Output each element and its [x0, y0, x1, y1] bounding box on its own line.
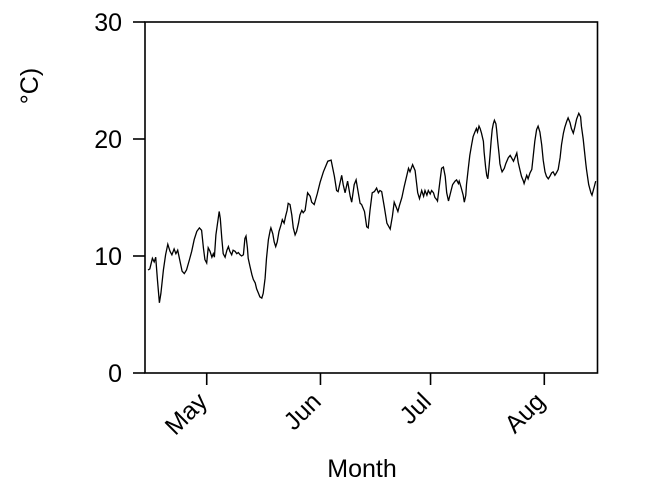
x-axis-ticks: May Jun Jul Aug — [160, 373, 551, 441]
x-tick-label-month: Jul — [394, 387, 436, 429]
x-tick-label-month: Aug — [499, 387, 550, 438]
y-tick-label: 10 — [94, 243, 122, 271]
x-axis-label: Month — [327, 455, 396, 483]
y-axis-label: °C) — [16, 68, 44, 104]
y-tick-label: 30 — [94, 9, 122, 37]
temperature-series-line — [147, 111, 597, 303]
y-tick-label: 0 — [108, 360, 122, 388]
x-tick-label-month: May — [160, 387, 214, 441]
plot-border — [144, 21, 599, 374]
y-tick-label: 20 — [94, 126, 122, 154]
y-axis-ticks: 0 10 20 30 — [94, 9, 145, 388]
x-tick-label-month: Jun — [278, 387, 326, 435]
